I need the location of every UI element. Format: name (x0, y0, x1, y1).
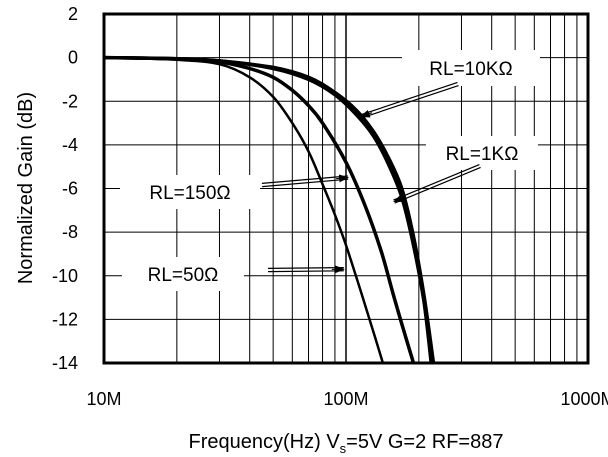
annotation-label-2: RL=150Ω (149, 183, 230, 204)
grid-lines (104, 13, 588, 364)
annotation-arrow-0-1 (359, 81, 458, 116)
annotation-box-3 (122, 257, 244, 291)
annotation-label-1: RL=1KΩ (446, 144, 519, 165)
series-line-2 (104, 55, 416, 363)
y-tick-label-8: -14 (52, 353, 78, 373)
annotation-label-0: RL=10KΩ (429, 59, 512, 80)
y-tick-label-6: -10 (52, 266, 78, 286)
annotation-arrow-1-0 (394, 166, 481, 204)
annotation-arrow-0-0 (361, 84, 459, 119)
annotation-arrow-2-1 (262, 178, 349, 188)
annotation-arrow-3-0 (267, 267, 344, 270)
annotation-arrow-2-0 (261, 175, 348, 185)
annotation-arrowhead-1 (393, 194, 406, 203)
annotation-arrow-1-1 (393, 163, 480, 201)
x-tick-labels: 10M 100M 1000M (86, 389, 608, 409)
annotation-box-1 (426, 136, 538, 170)
x-tick-label-0: 10M (86, 389, 121, 409)
plot-frame (102, 12, 590, 365)
y-tick-label-4: -6 (62, 179, 78, 199)
y-axis-title: Normalized Gain (dB) (15, 92, 37, 284)
series-line-0 (104, 55, 436, 363)
x-axis-title: Frequency(Hz) Vs=5V G=2 RF=887 (189, 431, 504, 456)
y-tick-label-0: 2 (68, 4, 78, 24)
annotation-arrow-3-1 (268, 270, 344, 273)
y-tick-label-3: -4 (62, 135, 78, 155)
annotation-arrowhead-0 (359, 109, 373, 118)
x-tick-label-1: 100M (323, 389, 368, 409)
series-line-3 (104, 56, 385, 363)
x-axis-title-suffix: =5V G=2 RF=887 (346, 431, 503, 453)
y-tick-label-7: -12 (52, 309, 78, 329)
annotations: RL=10KΩ RL=1KΩ RL=150Ω RL=50Ω (120, 50, 540, 291)
series-lines (104, 55, 436, 363)
y-tick-label-1: 0 (68, 48, 78, 68)
y-tick-label-2: -2 (62, 91, 78, 111)
x-tick-label-2: 1000M (560, 389, 608, 409)
series-line-1 (104, 55, 433, 363)
x-axis-title-main: Frequency(Hz) V (189, 431, 341, 453)
annotation-box-0 (402, 50, 540, 86)
y-tick-labels: 2 0 -2 -4 -6 -8 -10 -12 -14 (52, 4, 78, 373)
y-tick-label-5: -8 (62, 222, 78, 242)
annotation-arrowhead-2 (336, 174, 350, 183)
x-axis-title-subscript: s (340, 441, 347, 456)
annotation-box-2 (120, 175, 260, 209)
annotation-label-3: RL=50Ω (148, 265, 219, 286)
